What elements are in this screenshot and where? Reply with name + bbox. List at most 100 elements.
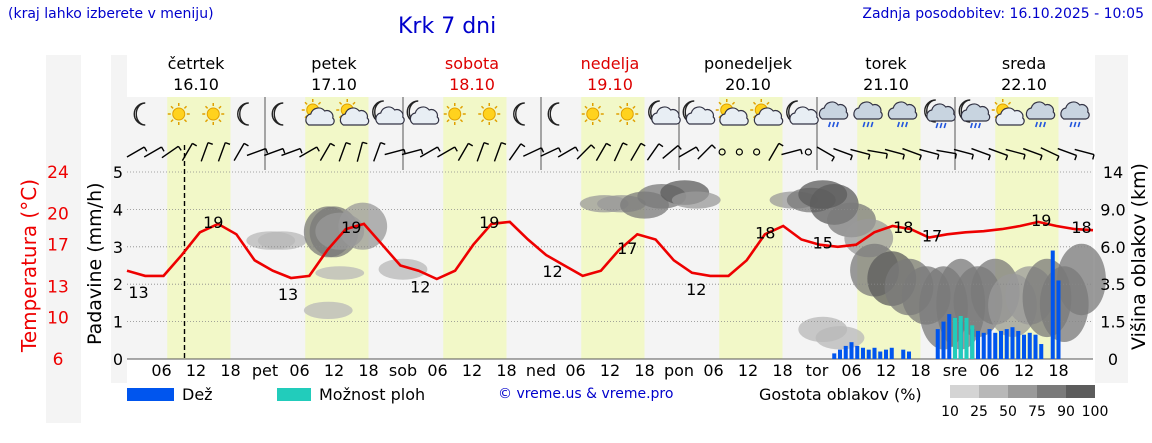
day-name: ponedeljek	[704, 54, 793, 73]
wind-barb	[319, 142, 336, 162]
x-tick-label: 18	[1048, 361, 1068, 380]
sun-icon	[478, 103, 501, 125]
rain-cloud-icon	[1060, 101, 1090, 128]
daylight-band	[167, 97, 231, 359]
precipitation-tick: 4	[113, 200, 123, 219]
wind-calm	[735, 148, 743, 156]
daylight-band	[443, 97, 507, 359]
x-tick-label: 12	[876, 361, 896, 380]
shower-bar	[970, 325, 975, 359]
left-axis-band	[46, 55, 81, 423]
temperature-tick: 17	[47, 236, 69, 256]
density-legend-swatch	[1066, 385, 1095, 398]
cloud-height-tick: 1.5	[1100, 313, 1125, 332]
rain-bar	[1050, 250, 1055, 359]
temperature-tick: 20	[47, 205, 69, 225]
day-date: 21.10	[863, 75, 909, 94]
rain-bar	[906, 351, 912, 359]
temperature-tick: 10	[47, 308, 69, 328]
rain-bar	[993, 332, 998, 359]
cloud-height-tick: 9.0	[1100, 200, 1125, 219]
last-updated: Zadnja posodobitev: 16.10.2025 - 10:05	[862, 6, 1144, 22]
shower-legend-label: Možnost ploh	[319, 385, 425, 404]
rain-bar	[849, 342, 854, 359]
moon-cloud-icon	[406, 100, 440, 125]
wind-barb	[476, 141, 489, 162]
temperature-label: 13	[128, 283, 148, 302]
rain-bar	[832, 353, 837, 359]
day-date: 16.10	[173, 75, 219, 94]
rain-bar	[860, 347, 866, 359]
x-tick-label: 18	[910, 361, 930, 380]
x-tick-label: 12	[738, 361, 758, 380]
day-name: nedelja	[581, 54, 640, 73]
temperature-label: 19	[341, 218, 361, 237]
temperature-label: 12	[410, 278, 430, 297]
wind-barb	[936, 149, 957, 159]
density-legend-swatch	[979, 385, 1008, 398]
x-tick-label: 18	[220, 361, 240, 380]
cloud-patch	[257, 231, 307, 250]
temperature-label: 15	[813, 234, 833, 253]
rain-bar	[837, 349, 843, 359]
wind-barb	[576, 144, 596, 160]
sun-icon	[167, 103, 190, 125]
cloud-patch	[378, 258, 428, 280]
temperature-label: 12	[542, 262, 562, 281]
x-tick-label: pon	[664, 361, 694, 380]
wind-barb	[457, 142, 474, 162]
rain-bar	[1027, 332, 1032, 359]
wind-barb	[678, 146, 700, 158]
x-tick-label: sob	[389, 361, 417, 380]
wind-barb	[356, 141, 368, 162]
precipitation-tick: 0	[113, 350, 123, 369]
density-legend-level: 90	[1057, 404, 1075, 420]
wind-barb	[233, 142, 249, 162]
page-title: Krk 7 dni	[398, 14, 497, 39]
wind-barb	[646, 143, 664, 161]
sun-cloud-icon	[750, 99, 784, 126]
left-pad-band	[111, 55, 127, 383]
temperature-tick: 6	[53, 350, 64, 370]
wind-barb	[508, 143, 526, 161]
temperature-label: 19	[479, 213, 499, 232]
x-tick-label: 06	[289, 361, 309, 380]
rain-bar	[947, 314, 952, 359]
temperature-label: 17	[617, 239, 637, 258]
temperature-label: 19	[203, 213, 223, 232]
temperature-label: 18	[893, 218, 913, 237]
wind-barb	[200, 141, 213, 162]
x-tick-label: 06	[565, 361, 585, 380]
rain-bar	[998, 330, 1004, 359]
rain-cloud-icon	[1025, 101, 1056, 128]
wind-barb	[338, 141, 351, 162]
cloud-patch	[315, 266, 365, 280]
rain-bar	[889, 347, 894, 359]
day-date: 18.10	[449, 75, 495, 94]
wind-barb	[1022, 147, 1043, 161]
wind-barb	[613, 142, 628, 162]
wind-barb	[126, 146, 148, 158]
sun-icon	[581, 103, 604, 125]
moon-icon	[271, 102, 284, 126]
sun-cloud-icon	[991, 99, 1025, 126]
day-name: petek	[311, 54, 357, 73]
shower-bar	[958, 315, 963, 359]
rain-cloud-icon	[853, 101, 883, 128]
right-axis-band	[1095, 55, 1128, 383]
cloud-height-tick: 3.5	[1100, 275, 1125, 294]
moon-cloud-icon	[682, 100, 716, 125]
x-tick-label: 06	[703, 361, 723, 380]
rain-cloud-icon	[887, 101, 918, 128]
wind-calm	[718, 148, 726, 156]
wind-barb	[419, 146, 441, 158]
moon-icon	[237, 102, 249, 126]
wind-barb	[630, 142, 646, 162]
wind-barb	[781, 148, 803, 156]
density-legend-title: Gostota oblakov (%)	[759, 385, 922, 404]
wind-barb	[902, 147, 922, 161]
wind-barb	[373, 141, 386, 162]
x-tick-label: 06	[979, 361, 999, 380]
day-date: 17.10	[311, 75, 357, 94]
wind-barb	[988, 147, 1009, 161]
